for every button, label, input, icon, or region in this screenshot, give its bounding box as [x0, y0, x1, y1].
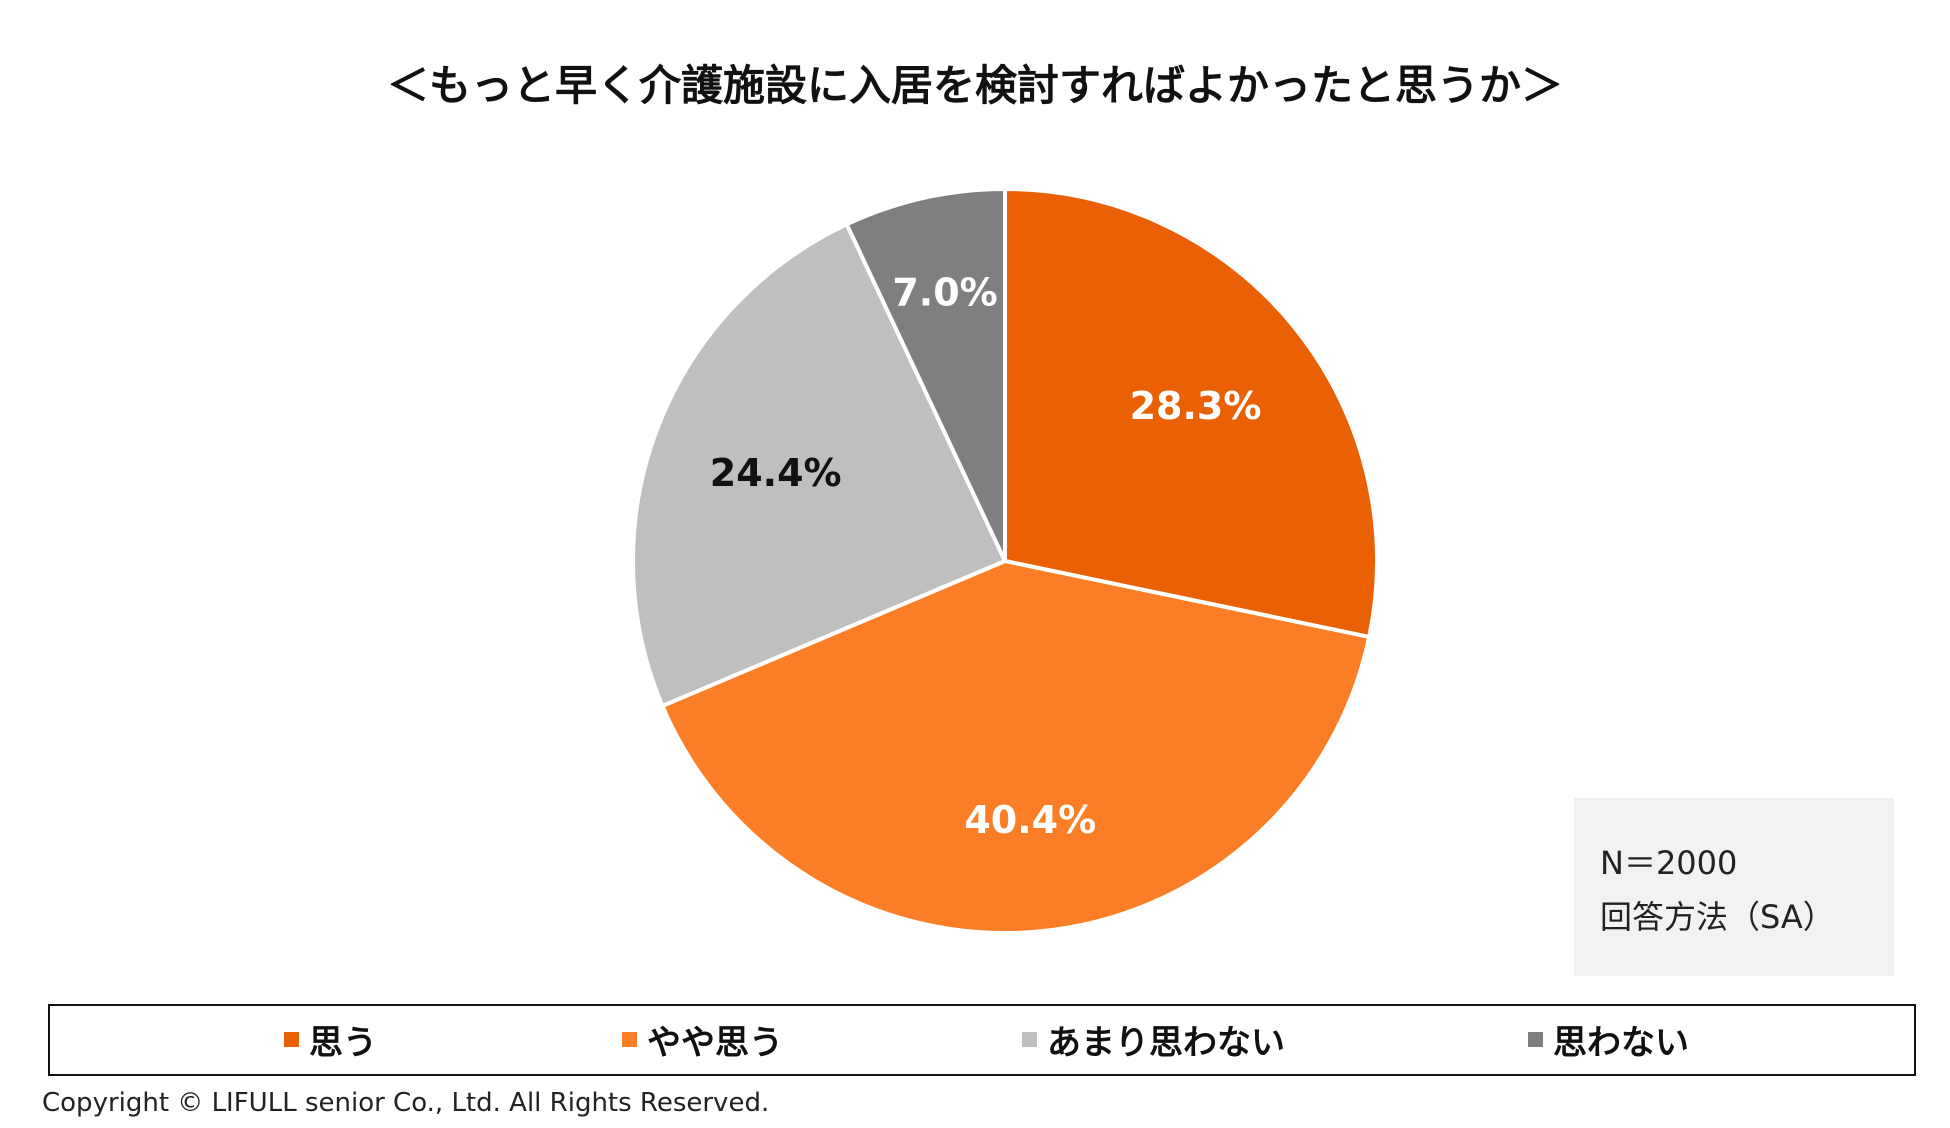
legend-swatch — [622, 1032, 637, 1047]
legend-label: 思う — [309, 1023, 377, 1063]
legend-item-omowanai: 思わない — [1528, 1006, 1689, 1073]
answer-method: 回答方法（SA） — [1600, 898, 1835, 936]
copyright: Copyright © LIFULL senior Co., Ltd. All … — [42, 1088, 770, 1118]
legend-label: 思わない — [1553, 1023, 1689, 1063]
sample-note: N＝2000 回答方法（SA） — [1574, 798, 1894, 976]
legend-item-amari-omowanai: あまり思わない — [1022, 1006, 1285, 1073]
slice-omowanai — [844, 187, 1007, 563]
pie-chart: 28.3% 40.4% 24.4% 7.0% — [631, 187, 1379, 935]
legend-label: やや思う — [647, 1023, 783, 1063]
legend-item-yaya-omou: やや思う — [622, 1006, 783, 1073]
data-label: 24.4% — [710, 451, 842, 495]
data-label: 28.3% — [1130, 384, 1262, 428]
data-label: 7.0% — [892, 270, 997, 314]
legend: 思う やや思う あまり思わない 思わない — [48, 1004, 1916, 1076]
chart-title: ＜もっと早く介護施設に入居を検討すればよかったと思うか＞ — [386, 61, 1563, 110]
legend-swatch — [284, 1032, 299, 1047]
data-label: 40.4% — [964, 798, 1096, 842]
slice-omou — [1003, 187, 1379, 639]
sample-size: N＝2000 — [1600, 844, 1738, 882]
legend-swatch — [1022, 1032, 1037, 1047]
slice-amari-omowanai — [631, 222, 1007, 708]
legend-item-omou: 思う — [284, 1006, 377, 1073]
legend-label: あまり思わない — [1047, 1023, 1285, 1063]
legend-swatch — [1528, 1032, 1543, 1047]
slice-yaya-omou — [660, 559, 1372, 935]
